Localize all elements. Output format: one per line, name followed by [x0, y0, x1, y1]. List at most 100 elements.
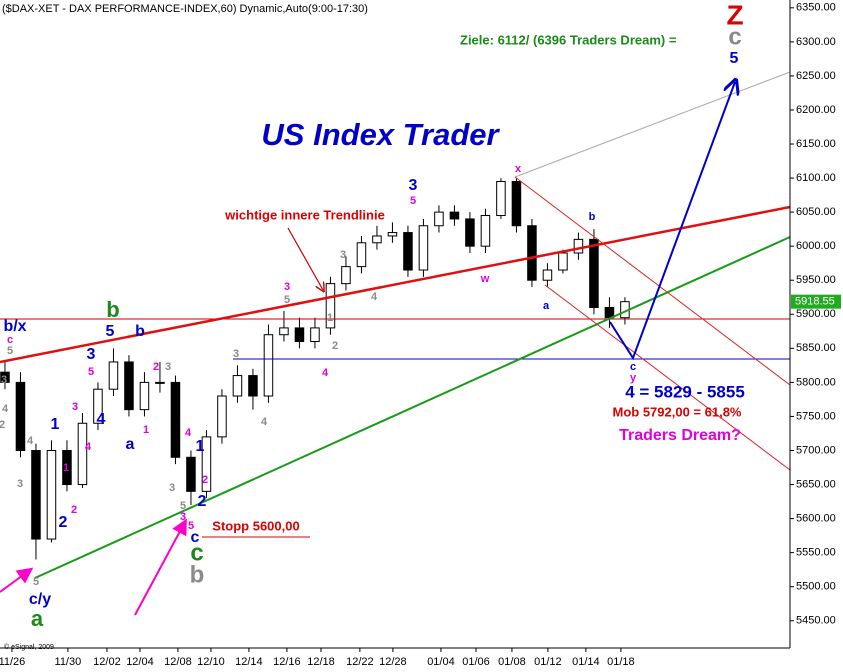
wave-label: 4 — [27, 435, 34, 447]
wave-label: c — [7, 334, 13, 346]
wave-label: 3 — [87, 346, 96, 363]
annotations: Z Ziele: 6112/ (6396 Traders Dream) = c … — [0, 0, 745, 651]
wave-label: 2 — [0, 419, 5, 431]
candle-body — [372, 235, 382, 244]
wave-label: 4 — [85, 441, 92, 453]
wave-label: 5 — [284, 294, 290, 306]
x-tick-label: 01/12 — [534, 656, 562, 668]
wave-label: 2 — [198, 493, 207, 510]
candle-body — [558, 252, 568, 271]
wave-label: b — [106, 297, 119, 322]
wave-label: 5 — [88, 366, 94, 378]
candle-body — [310, 327, 320, 343]
wave-label: 3 — [409, 177, 418, 194]
trend-lines — [0, 71, 791, 616]
wave-label: b — [589, 211, 596, 223]
candle-body — [480, 215, 491, 247]
last-price-label: 5918.55 — [795, 296, 835, 308]
wave-label: 5 — [180, 500, 186, 512]
y-tick-label: 6250.00 — [796, 70, 836, 82]
arrow — [287, 227, 323, 290]
wave-label: 2 — [153, 361, 159, 373]
y-tick-label: 6050.00 — [796, 206, 836, 218]
wave-label: 2 — [71, 504, 77, 516]
brand: US Index Trader — [261, 117, 500, 152]
last-price-box — [791, 294, 841, 309]
wave-label: 4 — [261, 416, 268, 428]
wave-label: w — [480, 273, 490, 285]
candle-body — [465, 218, 475, 247]
wave-label: c — [728, 23, 741, 50]
candle-body — [573, 238, 584, 254]
y-tick-label: 5800.00 — [796, 376, 836, 388]
wave-label: 2 — [202, 474, 208, 486]
candle-body — [248, 375, 258, 397]
candle-body — [15, 381, 26, 451]
x-tick-label: 12/22 — [346, 656, 374, 668]
candle-body — [325, 283, 336, 329]
candle-body — [93, 388, 103, 424]
y-tick-label: 5750.00 — [796, 410, 836, 422]
y-tick-label: 6150.00 — [796, 138, 836, 150]
candle-body — [31, 449, 41, 540]
y-tick-label: 5600.00 — [796, 513, 836, 525]
candles — [0, 178, 630, 560]
y-tick-label: 5650.00 — [796, 478, 836, 490]
candle-body — [279, 327, 289, 336]
wave-label: 3 — [1, 374, 7, 386]
target-note: Traders Dream? — [619, 427, 741, 444]
candle-body — [232, 375, 243, 397]
wave-label: 2 — [332, 340, 338, 352]
channel-line — [514, 176, 791, 386]
wave-label: 4 — [185, 427, 192, 439]
candle-body — [294, 327, 305, 343]
y-tick-label: 5500.00 — [796, 581, 836, 593]
wave-label: 1 — [196, 438, 205, 455]
wave-label: 3 — [180, 511, 186, 523]
wave-label: c — [191, 529, 200, 546]
candle-body — [403, 232, 413, 271]
y-tick-label: 5450.00 — [796, 615, 836, 627]
candle-body — [527, 225, 537, 281]
y-tick-label: 6350.00 — [796, 2, 836, 14]
x-tick-label: 01/08 — [498, 656, 526, 668]
x-tick-label: 12/08 — [164, 656, 192, 668]
trend-line — [0, 205, 791, 364]
candle-body — [124, 361, 134, 411]
wave-label: c — [630, 361, 636, 373]
channel-line — [514, 71, 791, 178]
candle-body — [77, 422, 88, 486]
y-tick-label: 6000.00 — [796, 240, 836, 252]
wave-label: 3 — [169, 482, 175, 494]
y-tick-label: 6100.00 — [796, 172, 836, 184]
y-tick-label: 5700.00 — [796, 444, 836, 456]
stop-note: Stopp 5600,00 — [212, 518, 299, 533]
x-tick-label: 01/14 — [572, 656, 600, 668]
wave-label: y — [630, 372, 637, 384]
x-tick-label: 12/28 — [379, 656, 407, 668]
wave-label: 5 — [33, 576, 39, 588]
wave-label: x — [515, 163, 522, 175]
candle-body — [496, 180, 506, 217]
wave-label: 1 — [143, 424, 149, 436]
wave-label: 5 — [188, 520, 194, 532]
wave-label: 1 — [63, 462, 69, 474]
x-tick-label: 11/26 — [0, 656, 25, 668]
wave-label: 4 — [322, 367, 329, 379]
x-tick-label: 12/16 — [273, 656, 301, 668]
x-tick-label: 12/04 — [126, 656, 154, 668]
candle-body — [46, 449, 57, 540]
wave-label: 1 — [327, 312, 333, 324]
target-note: 4 = 5829 - 5855 — [625, 382, 745, 401]
wave-label: 3 — [72, 401, 78, 413]
candle-body — [434, 211, 444, 227]
wave-label: b — [135, 323, 145, 340]
candle-body — [170, 381, 181, 458]
candle-body — [217, 395, 227, 438]
wave-label: 4 — [2, 403, 9, 415]
x-tick-label: 01/18 — [607, 656, 635, 668]
wave-label: 5 — [106, 323, 115, 340]
wave-label: a — [126, 436, 135, 453]
copyright: © eSignal, 2009 — [4, 643, 54, 651]
